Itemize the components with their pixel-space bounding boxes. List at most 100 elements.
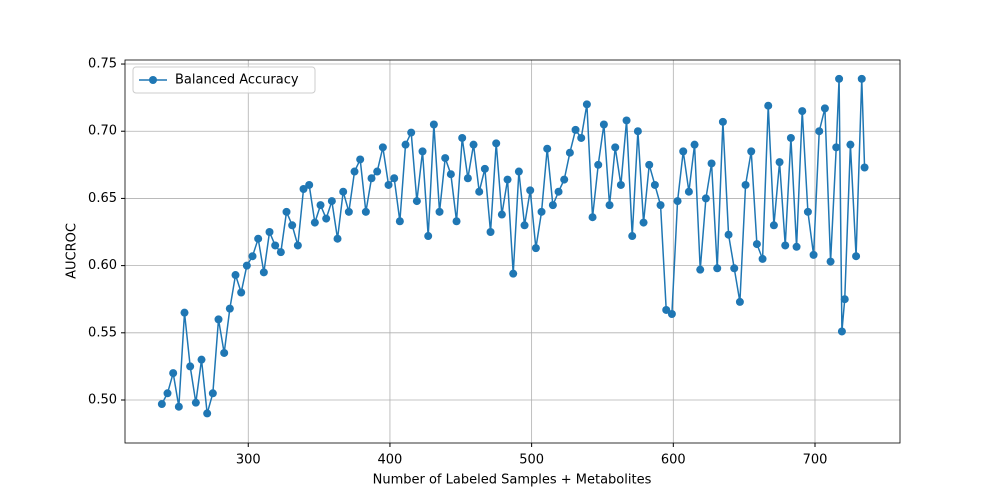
data-point	[730, 264, 739, 273]
data-point	[798, 107, 807, 116]
data-point	[667, 309, 676, 318]
data-point	[543, 144, 552, 153]
data-point	[775, 158, 784, 167]
data-point	[673, 197, 682, 206]
data-point	[696, 265, 705, 274]
x-tick-label: 400	[378, 453, 403, 468]
x-tick-label: 500	[519, 453, 544, 468]
x-tick-label: 300	[236, 453, 261, 468]
data-point	[509, 269, 518, 278]
legend-label: Balanced Accuracy	[175, 73, 299, 88]
data-point	[220, 348, 229, 357]
data-point	[378, 143, 387, 152]
x-axis-label: Number of Labeled Samples + Metabolites	[373, 473, 652, 488]
data-point	[832, 143, 841, 152]
data-point	[180, 308, 189, 317]
data-point	[679, 147, 688, 156]
data-point	[452, 217, 461, 226]
data-point	[390, 174, 399, 183]
data-point	[401, 140, 410, 149]
data-point	[815, 127, 824, 136]
data-point	[628, 232, 637, 241]
data-point	[852, 252, 861, 261]
data-point	[424, 232, 433, 241]
data-point	[305, 180, 314, 189]
data-point	[594, 160, 603, 169]
data-point	[208, 389, 217, 398]
data-point	[645, 160, 654, 169]
data-point	[701, 194, 710, 203]
data-point	[662, 305, 671, 314]
data-point	[656, 201, 665, 210]
data-point	[514, 167, 523, 176]
data-point	[186, 362, 195, 371]
data-point	[412, 197, 421, 206]
data-point	[752, 240, 761, 249]
data-point	[157, 400, 166, 409]
data-point	[835, 74, 844, 83]
data-point	[616, 180, 625, 189]
data-point	[684, 187, 693, 196]
data-point	[197, 355, 206, 364]
data-point	[446, 170, 455, 179]
data-point	[276, 248, 285, 257]
data-point	[503, 175, 512, 184]
data-point	[554, 187, 563, 196]
data-point	[174, 402, 183, 411]
data-point	[254, 234, 263, 243]
y-tick-label: 0.60	[88, 258, 117, 273]
y-tick-label: 0.50	[88, 392, 117, 407]
data-point	[418, 147, 427, 156]
data-point	[769, 221, 778, 230]
data-point	[758, 254, 767, 263]
data-point	[191, 398, 200, 407]
data-point	[480, 164, 489, 173]
data-point	[361, 207, 370, 216]
data-point	[367, 174, 376, 183]
data-point	[316, 201, 325, 210]
data-point	[531, 244, 540, 253]
data-point	[163, 389, 172, 398]
data-point	[718, 117, 727, 126]
legend-box	[132, 66, 316, 94]
data-point	[259, 268, 268, 277]
data-point	[271, 241, 280, 250]
data-point	[242, 261, 251, 270]
data-point	[803, 207, 812, 216]
data-point	[463, 174, 472, 183]
data-point	[350, 167, 359, 176]
data-point	[735, 297, 744, 306]
data-point	[265, 228, 274, 237]
data-point	[764, 101, 773, 110]
data-point	[469, 140, 478, 149]
data-point	[826, 257, 835, 266]
data-point	[486, 228, 495, 237]
data-point	[327, 197, 336, 206]
data-point	[475, 187, 484, 196]
data-point	[344, 207, 353, 216]
data-point	[560, 175, 569, 184]
data-point	[169, 369, 178, 378]
data-point	[582, 100, 591, 109]
plot-frame	[124, 59, 901, 444]
data-point	[747, 147, 756, 156]
y-tick-label: 0.65	[88, 191, 117, 206]
data-point	[537, 207, 546, 216]
data-point	[497, 210, 506, 219]
data-point	[395, 217, 404, 226]
legend-marker	[149, 76, 157, 84]
data-point	[548, 201, 557, 210]
data-point	[571, 125, 580, 134]
data-point	[860, 163, 869, 172]
data-point	[384, 180, 393, 189]
data-point	[435, 207, 444, 216]
data-point	[840, 295, 849, 304]
data-point	[441, 154, 450, 163]
data-point	[293, 241, 302, 250]
y-axis-label: AUCROC	[65, 223, 80, 279]
data-point	[809, 250, 818, 259]
data-point	[458, 133, 467, 142]
data-point	[310, 218, 319, 227]
data-point	[299, 185, 308, 194]
